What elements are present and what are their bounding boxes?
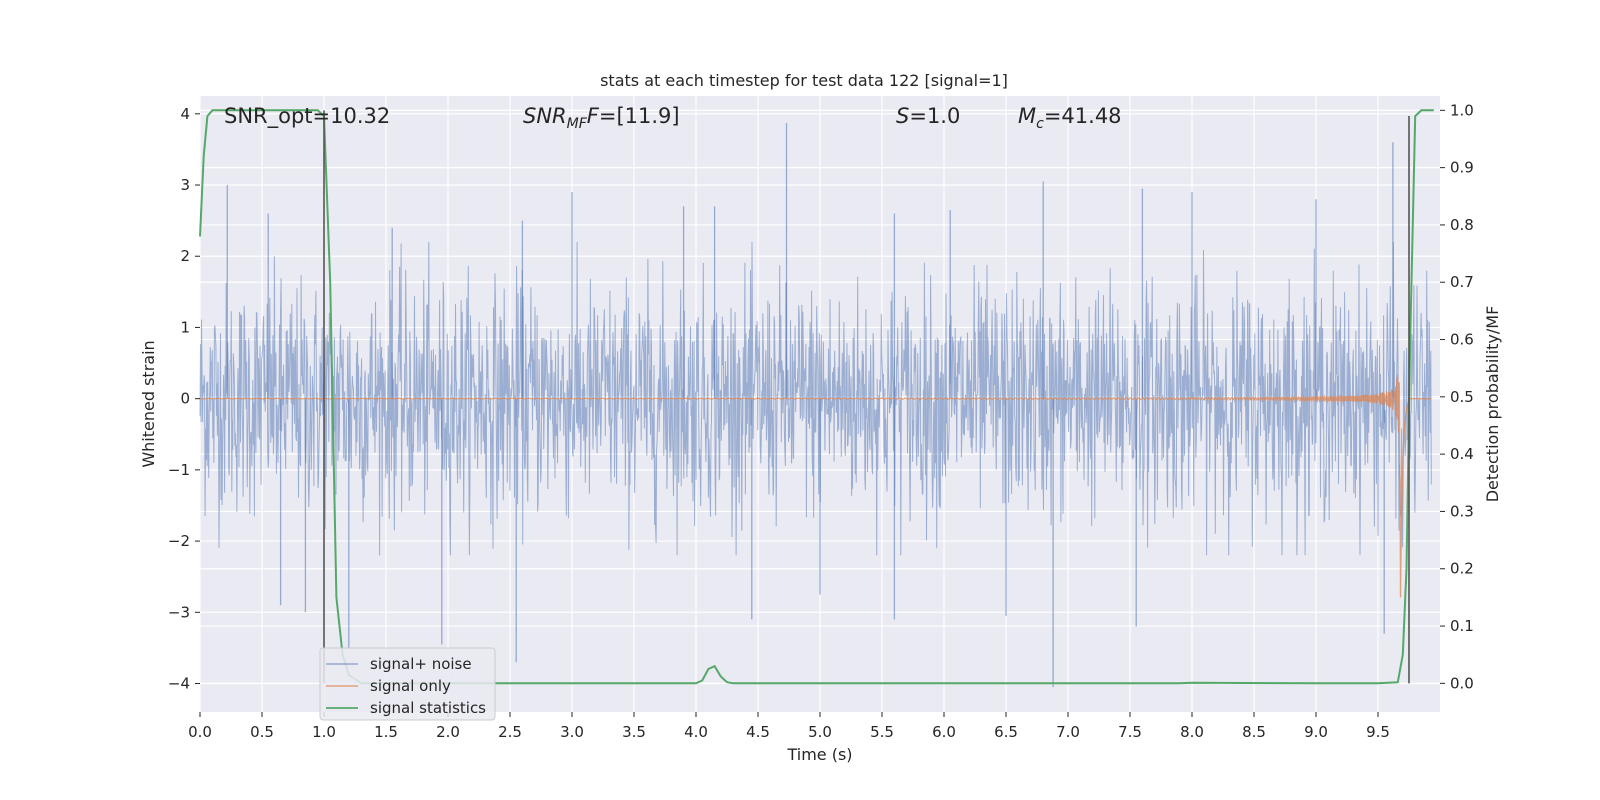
legend-label-signal-plus-noise: signal+ noise: [370, 655, 472, 673]
y-right-tick-label-0: 1.0: [1450, 101, 1474, 119]
y-left-tick-label-0: 4: [180, 105, 190, 123]
y-axis-right-ticks: 1.0 0.9 0.8 0.7 0.6 0.5 0.4 0.3 0.2 0.1 0.0: [1440, 101, 1474, 692]
annotation-snr-mf-letter: F: [587, 104, 600, 128]
y-right-tick-label-1: 0.9: [1450, 159, 1474, 177]
legend-box: [319, 647, 496, 721]
x-tick-label-2: 1.0: [312, 723, 336, 741]
y-right-tick-label-3: 0.7: [1450, 273, 1474, 291]
x-tick-label-19: 9.5: [1366, 723, 1390, 741]
y-right-tick-label-10: 0.0: [1450, 674, 1474, 692]
y-left-tick-label-1: 3: [180, 176, 190, 194]
signal-plus-noise-line: [199, 241, 1432, 556]
annotation-mc-subscript: c: [1036, 116, 1044, 132]
y-right-tick-label-5: 0.5: [1450, 388, 1474, 406]
y-axis-left-ticks: 4 3 2 1 0 −1 −2 −3 −4: [168, 105, 200, 693]
annotation-mc-symbol: M: [1018, 104, 1036, 128]
legend-label-signal-statistics: signal statistics: [370, 699, 486, 717]
signal-only-line: [199, 374, 1432, 598]
y-left-tick-label-2: 2: [180, 247, 190, 265]
x-tick-label-13: 6.5: [994, 723, 1018, 741]
x-tick-label-3: 1.5: [374, 723, 398, 741]
annotation-s-symbol: S: [896, 104, 909, 128]
x-tick-label-10: 5.0: [808, 723, 832, 741]
series-signal-plus-noise: [199, 123, 1432, 688]
signal-statistics-line: [199, 109, 1434, 685]
annotation-snr-mf-symbol: SNR: [523, 104, 567, 128]
annotation-snr-opt-text: SNR_opt=10.32: [224, 104, 390, 129]
y-left-tick-label-5: −1: [168, 461, 190, 479]
x-tick-label-11: 5.5: [870, 723, 894, 741]
x-tick-label-16: 8.0: [1180, 723, 1204, 741]
y-left-tick-label-4: 0: [180, 390, 190, 408]
x-tick-label-8: 4.0: [684, 723, 708, 741]
y-left-tick-label-8: −4: [168, 675, 190, 693]
series-signal-statistics: [199, 109, 1434, 685]
y-right-tick-label-4: 0.6: [1450, 331, 1474, 349]
y-right-tick-label-7: 0.3: [1450, 502, 1474, 520]
x-tick-label-14: 7.0: [1056, 723, 1080, 741]
x-tick-label-15: 7.5: [1118, 723, 1142, 741]
x-tick-label-12: 6.0: [932, 723, 956, 741]
y-right-tick-label-2: 0.8: [1450, 216, 1474, 234]
annotation-mc-value: =41.48: [1044, 104, 1122, 128]
x-tick-label-7: 3.5: [622, 723, 646, 741]
x-tick-label-0: 0.0: [188, 723, 212, 741]
series-signal-only: [199, 374, 1432, 598]
vertical-markers: [323, 110, 1410, 684]
y-right-tick-label-8: 0.2: [1450, 560, 1474, 578]
x-tick-label-5: 2.5: [498, 723, 522, 741]
annotation-snr-mf-value: =[11.9]: [599, 104, 680, 128]
x-tick-label-18: 9.0: [1304, 723, 1328, 741]
annotation-snr-opt: SNR_opt=10.32: [224, 104, 390, 129]
annotation-s: S=1.0: [896, 104, 960, 128]
chart-title: stats at each timestep for test data 122…: [600, 71, 1008, 90]
legend: signal+ noise signal only signal statist…: [319, 647, 496, 721]
legend-label-signal-only: signal only: [370, 677, 451, 695]
x-axis-ticks: 0.0 0.5 1.0 1.5 2.0 2.5 3.0 3.5 4.0 4.5 5.0 5.5 6.0 6…: [188, 712, 1390, 741]
x-tick-label-4: 2.0: [436, 723, 460, 741]
y-left-tick-label-7: −3: [168, 603, 190, 621]
x-tick-label-9: 4.5: [746, 723, 770, 741]
y-left-tick-label-6: −2: [168, 532, 190, 550]
y-right-tick-label-9: 0.1: [1450, 617, 1474, 635]
annotation-mc: Mc=41.48: [1018, 104, 1122, 132]
annotation-s-value: =1.0: [909, 104, 960, 128]
x-axis-label: Time (s): [786, 745, 852, 764]
annotation-snr-mf-subscript: MF: [567, 116, 588, 132]
x-tick-label-1: 0.5: [250, 723, 274, 741]
y-axis-left-label: Whitened strain: [139, 340, 158, 467]
y-left-tick-label-3: 1: [180, 318, 190, 336]
y-axis-right-label: Detection probability/MF: [1483, 306, 1502, 503]
x-tick-label-17: 8.5: [1242, 723, 1266, 741]
annotation-snr-mf: SNRMFF=[11.9]: [523, 104, 680, 132]
x-tick-label-6: 3.0: [560, 723, 584, 741]
y-right-tick-label-6: 0.4: [1450, 445, 1474, 463]
